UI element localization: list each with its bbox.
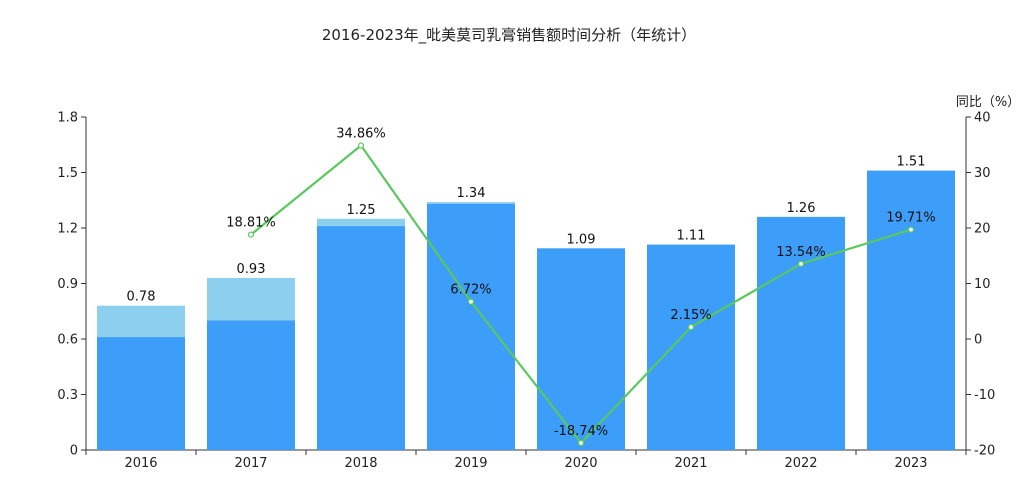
bar-inner xyxy=(867,170,955,450)
x-tick-label: 2023 xyxy=(894,456,927,471)
yoy-value-label: -18.74% xyxy=(554,424,608,439)
bar-inner xyxy=(537,248,625,450)
x-tick-label: 2019 xyxy=(454,456,487,471)
left-tick-label: 0.3 xyxy=(57,388,78,403)
yoy-point xyxy=(467,298,475,305)
left-tick-label: 1.2 xyxy=(57,222,78,237)
right-tick-label: -20 xyxy=(974,444,995,459)
bar-value-label: 1.25 xyxy=(347,203,376,218)
x-tick-label: 2021 xyxy=(674,456,707,471)
x-tick-label: 2018 xyxy=(344,456,377,471)
left-tick-label: 0.9 xyxy=(57,277,78,292)
yoy-value-label: 18.81% xyxy=(226,216,276,231)
right-tick-label: 0 xyxy=(974,333,982,348)
bar-inner xyxy=(97,337,185,450)
left-tick-label: 1.8 xyxy=(57,111,78,126)
yoy-value-label: 34.86% xyxy=(336,127,386,142)
x-tick-label: 2016 xyxy=(124,456,157,471)
bar-value-label: 0.78 xyxy=(127,290,156,305)
right-tick-label: 40 xyxy=(974,111,991,126)
left-tick-label: 0.6 xyxy=(57,333,78,348)
bar-inner xyxy=(427,203,515,450)
right-tick-label: 10 xyxy=(974,277,991,292)
yoy-point xyxy=(687,323,695,331)
plot-area: 0 0.3 0.6 0.9 1.2 1.5 1.8 -20 -10 0 10 20 30 40 2016 20… xyxy=(57,111,995,472)
bar-inner xyxy=(317,226,405,450)
left-tick-label: 0 xyxy=(70,444,78,459)
yoy-point xyxy=(797,260,805,267)
yoy-value-label: 6.72% xyxy=(450,283,491,298)
right-tick-label: 30 xyxy=(974,166,991,181)
yoy-value-label: 2.15% xyxy=(670,308,711,323)
yoy-value-label: 13.54% xyxy=(776,245,826,260)
bar-value-label: 1.51 xyxy=(897,155,926,170)
yoy-point xyxy=(577,439,585,447)
x-tick-label: 2020 xyxy=(564,456,597,471)
yoy-point xyxy=(907,226,915,233)
bar-value-label: 1.11 xyxy=(677,229,706,244)
bar-inner xyxy=(647,244,735,450)
yoy-value-label: 19.71% xyxy=(886,211,936,226)
yoy-point xyxy=(247,231,255,238)
right-tick-label: 20 xyxy=(974,222,991,237)
chart-title: 2016-2023年_吡美莫司乳膏销售额时间分析（年统计） xyxy=(322,26,696,45)
left-tick-label: 1.5 xyxy=(57,166,78,181)
bar-value-label: 1.34 xyxy=(457,186,486,201)
x-tick-label: 2022 xyxy=(784,456,817,471)
bar-value-label: 1.09 xyxy=(567,232,596,247)
x-tick-label: 2017 xyxy=(234,456,267,471)
bar-value-label: 1.26 xyxy=(787,201,816,216)
bar-inner xyxy=(207,320,295,450)
bar-value-label: 0.93 xyxy=(237,262,266,277)
right-axis-label: 同比（%） xyxy=(956,95,1018,110)
yoy-point xyxy=(357,142,365,149)
right-tick-label: -10 xyxy=(974,388,995,403)
